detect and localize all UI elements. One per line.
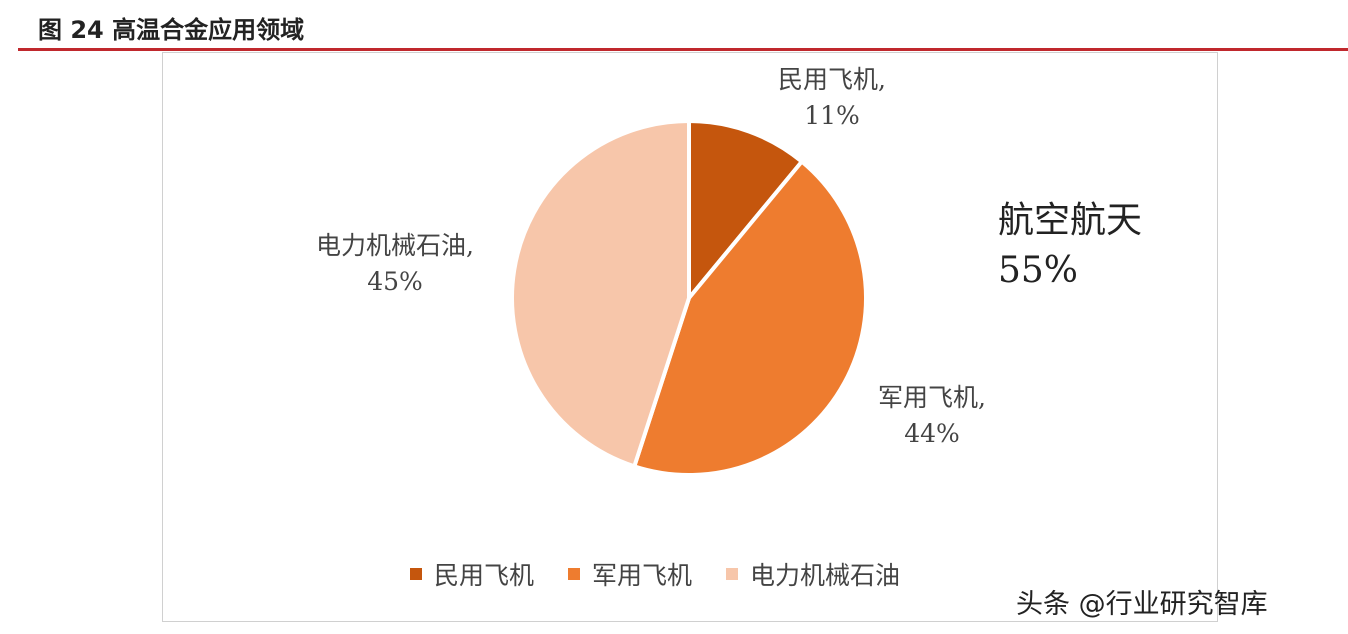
aerospace-annotation-value: 55%: [998, 250, 1079, 291]
title-rule: [18, 48, 1348, 51]
figure-title: 图 24 高温合金应用领域: [38, 16, 305, 44]
legend-item-military: 军用飞机: [568, 556, 692, 592]
watermark: 头条 @行业研究智库: [1016, 589, 1268, 620]
aerospace-annotation: 航空航天 55%: [998, 196, 1142, 296]
legend-swatch-power: [726, 568, 739, 580]
pie-slice-military: [632, 159, 868, 477]
slice-label-military-value: 44%: [904, 419, 960, 448]
slice-label-power-value: 45%: [367, 267, 423, 296]
pie-slice-power: [510, 119, 691, 469]
legend-item-civil: 民用飞机: [410, 556, 534, 592]
legend-swatch-civil: [410, 568, 422, 580]
slice-label-civil-name: 民用飞机: [778, 65, 879, 94]
legend-swatch-military: [568, 568, 581, 580]
legend-label-power: 电力机械石油: [750, 561, 901, 590]
legend-item-power: 电力机械石油: [726, 556, 900, 592]
legend-label-military: 军用飞机: [592, 561, 693, 590]
aerospace-annotation-name: 航空航天: [998, 200, 1143, 241]
slice-label-military-name: 军用飞机: [878, 383, 979, 412]
slice-label-civil: 民用飞机, 11%: [752, 62, 912, 134]
slice-label-civil-value: 11%: [804, 101, 860, 130]
slice-label-power: 电力机械石油, 45%: [290, 228, 500, 300]
legend: 民用飞机 军用飞机 电力机械石油: [410, 556, 934, 592]
legend-label-civil: 民用飞机: [434, 561, 535, 590]
pie-slice-civil: [687, 119, 804, 300]
slice-label-military: 军用飞机, 44%: [852, 380, 1012, 452]
slice-label-power-name: 电力机械石油: [316, 231, 467, 260]
chart-frame: [162, 52, 1218, 622]
